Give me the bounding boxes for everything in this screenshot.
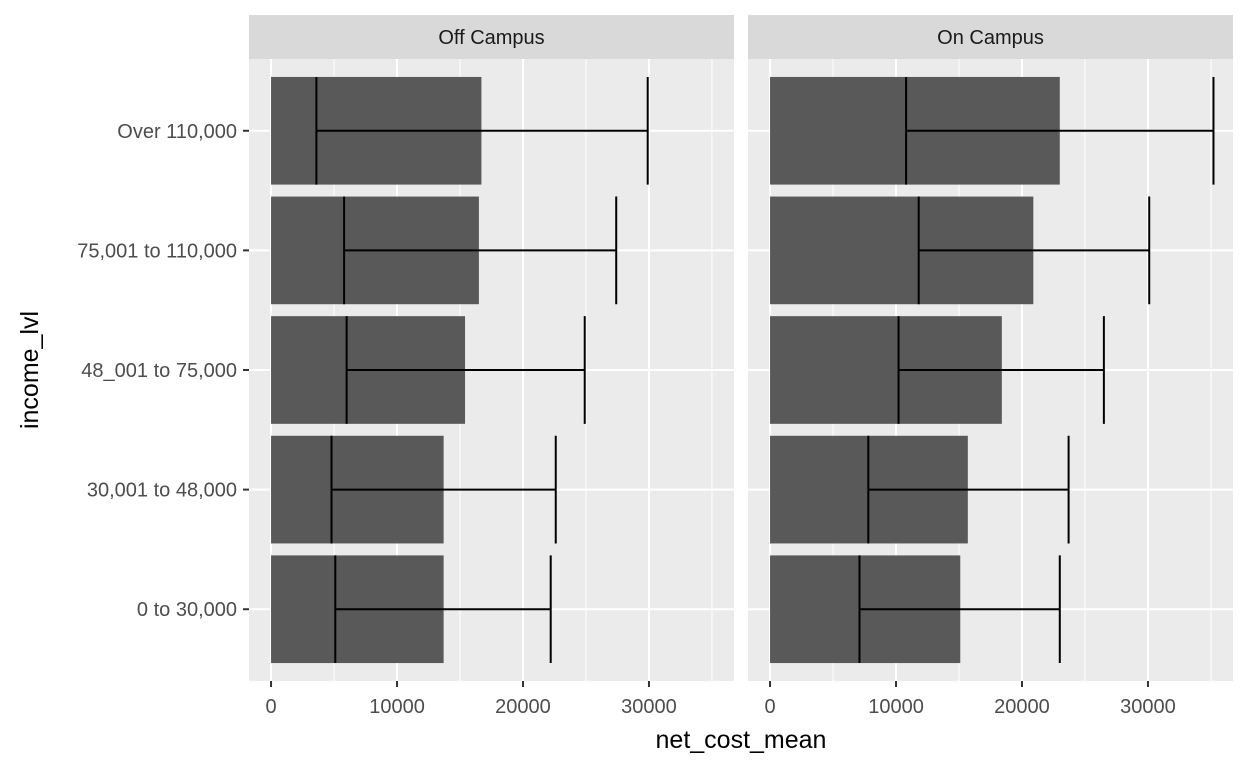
x-tick-label: 10000: [868, 696, 924, 718]
y-tick-label: 48_001 to 75,000: [81, 360, 237, 382]
facet-strip: [748, 15, 1233, 59]
y-tick-label: 0 to 30,000: [137, 599, 237, 621]
facet-strip-label: On Campus: [937, 27, 1044, 49]
facet-strip-label: Off Campus: [438, 27, 544, 49]
x-tick-label: 20000: [994, 696, 1050, 718]
y-tick-label: Over 110,000: [117, 121, 237, 143]
x-tick-label: 20000: [495, 696, 551, 718]
x-tick-label: 0: [265, 696, 276, 718]
y-tick-label: 30,001 to 48,000: [87, 480, 237, 502]
x-tick-label: 0: [764, 696, 775, 718]
y-axis-title: income_lvl: [16, 311, 44, 429]
x-tick-label: 10000: [369, 696, 425, 718]
x-tick-label: 30000: [621, 696, 677, 718]
x-tick-label: 30000: [1120, 696, 1176, 718]
y-tick-label: 75,001 to 110,000: [77, 240, 237, 262]
x-axis-title: net_cost_mean: [656, 726, 827, 754]
facet-strip: [249, 15, 734, 59]
